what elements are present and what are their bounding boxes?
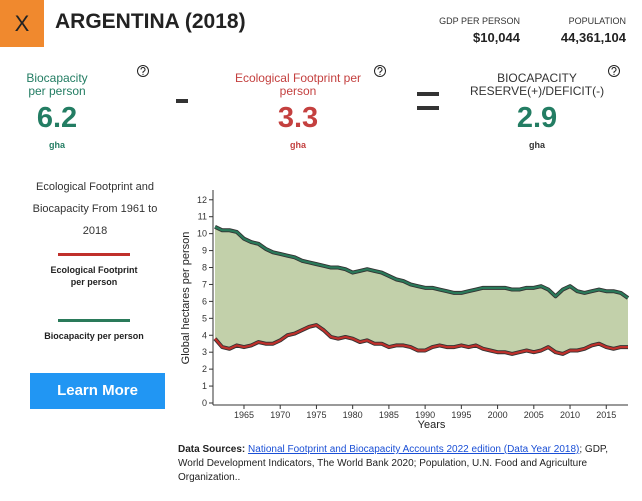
x-tick-label: 1975 — [306, 410, 326, 420]
stat-unit: gha — [289, 140, 306, 150]
legend-label: Ecological Footprint per person — [50, 265, 138, 287]
y-tick-label: 0 — [202, 398, 207, 408]
y-tick-label: 8 — [202, 263, 207, 273]
y-tick-label: 9 — [202, 246, 207, 256]
population-value: 44,361,104 — [560, 30, 626, 45]
country-title: ARGENTINA (2018) — [55, 10, 246, 33]
stat-value: 2.9 — [516, 102, 558, 134]
line — [214, 225, 629, 299]
y-tick-label: 2 — [202, 364, 207, 374]
x-axis-label: Years — [418, 419, 446, 431]
x-tick-label: 1995 — [451, 410, 471, 420]
close-button[interactable]: X — [0, 0, 44, 47]
x-tick-label: 2010 — [560, 410, 580, 420]
reserve-area — [215, 226, 628, 354]
equals-sign — [417, 92, 439, 96]
minus-sign — [176, 99, 188, 103]
help-icon[interactable] — [137, 65, 149, 77]
line — [214, 323, 628, 355]
stat-label: Ecological Footprint per person — [234, 71, 362, 98]
y-tick-label: 11 — [198, 212, 207, 222]
x-tick-label: 2000 — [488, 410, 508, 420]
y-tick-label: 3 — [202, 347, 207, 357]
stat-label: BIOCAPACITY RESERVE(+)/DEFICIT(-) — [469, 71, 605, 98]
sources-text: ; GDP, World Development Indicators, The… — [178, 444, 609, 483]
decorations — [137, 65, 620, 110]
x-tick-label: 1990 — [415, 410, 435, 420]
stat-label: Biocapacity per person — [26, 71, 88, 98]
gdp-label: GDP PER PERSON — [439, 16, 520, 26]
stat-value: 6.2 — [36, 102, 78, 134]
y-tick-label: 12 — [197, 195, 207, 205]
help-icon[interactable] — [608, 65, 620, 77]
stat-unit: gha — [48, 140, 65, 150]
y-tick-label: 6 — [202, 296, 207, 306]
y-tick-label: 1 — [202, 381, 207, 391]
legend-swatch — [58, 253, 130, 256]
y-tick-label: 4 — [202, 330, 207, 340]
y-tick-label: 10 — [197, 229, 207, 239]
sources: Data Sources: National Footprint and Bio… — [178, 443, 628, 485]
x-tick-label: 1965 — [234, 410, 254, 420]
stat-value: 3.3 — [277, 102, 319, 134]
x-tick-label: 1970 — [270, 410, 290, 420]
x-tick-label: 2005 — [524, 410, 544, 420]
y-tick-label: 5 — [202, 313, 207, 323]
x-tick-label: 2015 — [596, 410, 616, 420]
y-axis-label: Global hectares per person — [180, 232, 192, 365]
legend-label: Biocapacity per person — [44, 331, 144, 341]
sources-heading: Data Sources: — [178, 444, 246, 455]
x-tick-label: 1985 — [379, 410, 399, 420]
population-label: POPULATION — [568, 16, 626, 26]
y-tick-label: 7 — [202, 279, 207, 289]
help-icon[interactable] — [374, 65, 386, 77]
learn-more-button[interactable]: Learn More — [30, 373, 165, 409]
x-tick-label: 1980 — [343, 410, 363, 420]
legend-swatch — [58, 319, 130, 322]
sources-link[interactable]: National Footprint and Biocapacity Accou… — [248, 444, 580, 455]
gdp-value: $10,044 — [473, 30, 520, 45]
stat-unit: gha — [528, 140, 545, 150]
chart-description: Ecological Footprint and Biocapacity Fro… — [32, 181, 158, 237]
equals-sign — [417, 106, 439, 110]
